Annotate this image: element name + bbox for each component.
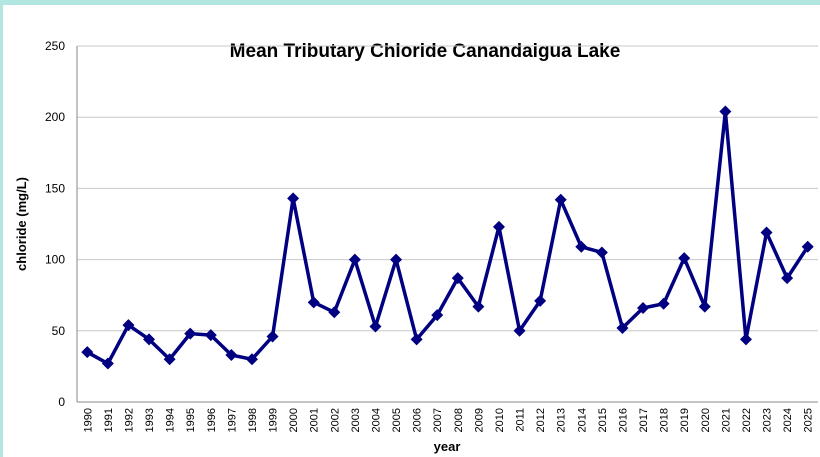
x-tick-label: 2000 xyxy=(288,408,300,432)
y-tick-label: 0 xyxy=(58,395,65,409)
data-point xyxy=(225,349,238,362)
x-tick-label: 2006 xyxy=(412,408,424,432)
x-tick-label: 2005 xyxy=(391,408,403,432)
data-point xyxy=(307,296,320,309)
data-point xyxy=(143,333,156,346)
data-point xyxy=(657,297,670,310)
data-point xyxy=(616,321,629,334)
x-tick-label: 2011 xyxy=(515,408,527,432)
chart-title: Mean Tributary Chloride Canandaigua Lake xyxy=(230,41,621,62)
x-axis-label: year xyxy=(434,439,461,454)
x-tick-label: 2024 xyxy=(782,408,794,432)
x-tick-label: 1992 xyxy=(123,408,135,432)
data-point xyxy=(678,252,691,265)
data-line xyxy=(86,109,810,366)
x-tick-label: 1997 xyxy=(226,408,238,432)
x-tick-label: 1998 xyxy=(247,408,259,432)
left-band xyxy=(0,5,3,457)
top-band xyxy=(0,0,820,5)
x-tick-label: 2012 xyxy=(535,408,547,432)
x-tick-label: 1993 xyxy=(144,408,156,432)
y-tick-label: 50 xyxy=(52,324,66,338)
x-tick-label: 2009 xyxy=(473,408,485,432)
x-tick-label: 1990 xyxy=(82,408,94,432)
x-tick-label: 2019 xyxy=(679,408,691,432)
x-tick-label: 1996 xyxy=(206,408,218,432)
x-tick-label: 2013 xyxy=(556,408,568,432)
data-point xyxy=(81,346,94,359)
data-point xyxy=(595,246,608,259)
data-point xyxy=(554,193,567,206)
data-point xyxy=(760,226,773,239)
data-point xyxy=(781,272,794,285)
data-point xyxy=(122,319,135,332)
y-tick-label: 150 xyxy=(45,181,65,195)
x-tick-label: 2015 xyxy=(597,408,609,432)
x-tick-label: 2010 xyxy=(494,408,506,432)
y-tick-label: 250 xyxy=(45,39,65,53)
data-point xyxy=(575,240,588,253)
data-point xyxy=(492,220,505,233)
x-tick-label: 2014 xyxy=(576,408,588,432)
data-point xyxy=(204,329,217,342)
data-point xyxy=(698,300,711,313)
data-point xyxy=(184,327,197,340)
x-tick-label: 2023 xyxy=(762,408,774,432)
x-tick-label: 2004 xyxy=(370,408,382,432)
data-point xyxy=(719,105,732,118)
x-tick-label: 1994 xyxy=(165,408,177,432)
data-point xyxy=(101,357,114,370)
x-tick-label: 2020 xyxy=(700,408,712,432)
data-point xyxy=(163,353,176,366)
data-point xyxy=(369,320,382,333)
x-tick-label: 1991 xyxy=(103,408,115,432)
data-point xyxy=(245,353,258,366)
x-tick-label: 1999 xyxy=(268,408,280,432)
data-point xyxy=(534,294,547,307)
data-point xyxy=(328,306,341,319)
data-point xyxy=(801,240,814,253)
x-tick-label: 2003 xyxy=(350,408,362,432)
data-point xyxy=(431,309,444,322)
data-point xyxy=(266,330,279,343)
y-tick-label: 100 xyxy=(45,253,65,267)
x-tick-label: 2002 xyxy=(329,408,341,432)
data-point xyxy=(513,324,526,337)
data-point xyxy=(739,333,752,346)
data-point xyxy=(348,253,361,266)
x-tick-label: 2025 xyxy=(803,408,815,432)
data-point xyxy=(472,300,485,313)
y-tick-label: 200 xyxy=(45,110,65,124)
data-point xyxy=(637,302,650,315)
data-point xyxy=(410,333,423,346)
x-tick-label: 2007 xyxy=(432,408,444,432)
x-tick-label: 2001 xyxy=(309,408,321,432)
data-point xyxy=(451,272,464,285)
x-tick-label: 2021 xyxy=(720,408,732,432)
data-point xyxy=(287,192,300,205)
x-tick-label: 1995 xyxy=(185,408,197,432)
data-point xyxy=(390,253,403,266)
x-tick-label: 2022 xyxy=(741,408,753,432)
x-tick-label: 2016 xyxy=(617,408,629,432)
x-tick-label: 2017 xyxy=(638,408,650,432)
y-axis-label: chloride (mg/L) xyxy=(14,177,29,271)
x-tick-label: 2018 xyxy=(659,408,671,432)
x-tick-label: 2008 xyxy=(453,408,465,432)
